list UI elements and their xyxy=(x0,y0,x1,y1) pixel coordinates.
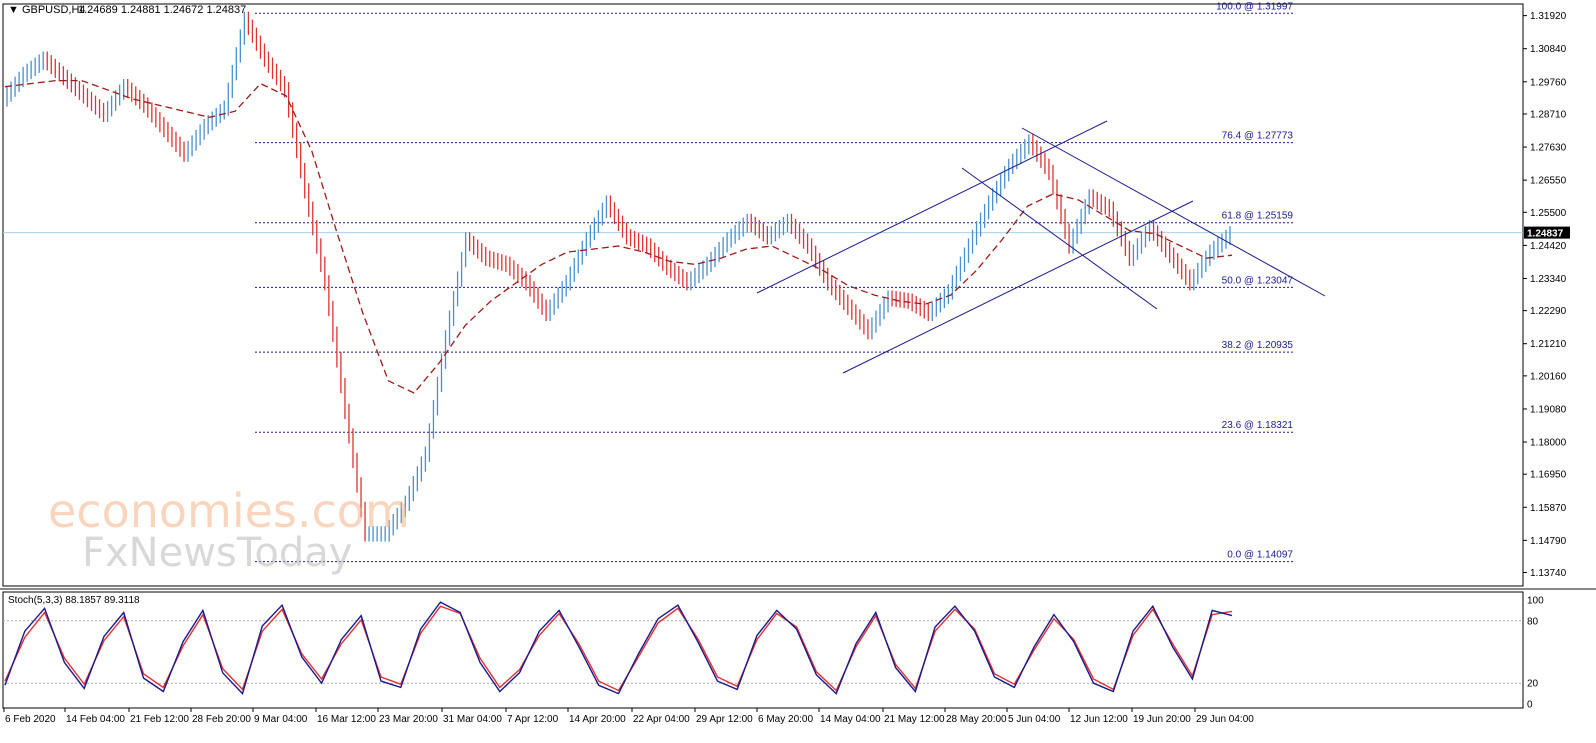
fib-level-label: 100.0 @ 1.31997 xyxy=(1216,1,1293,12)
stoch-level-label: 20 xyxy=(1527,679,1539,690)
time-tick-label: 21 May 12:00 xyxy=(884,714,945,725)
stoch-level-label: 100 xyxy=(1527,596,1544,607)
time-tick-label: 29 Jun 04:00 xyxy=(1196,714,1254,725)
time-tick-label: 19 Jun 20:00 xyxy=(1133,714,1191,725)
price-tick-label: 1.28710 xyxy=(1530,109,1567,120)
trend-channel-line xyxy=(1021,127,1326,297)
price-tick-label: 1.23340 xyxy=(1530,274,1567,285)
time-tick-label: 29 Apr 12:00 xyxy=(696,714,753,725)
price-tick-label: 1.25500 xyxy=(1530,208,1567,219)
trend-channel-line xyxy=(842,200,1194,374)
main-plot-frame xyxy=(2,3,1524,587)
time-tick-label: 23 Mar 20:00 xyxy=(379,714,438,725)
time-tick-label: 6 Feb 2020 xyxy=(5,714,56,725)
trend-channel-line xyxy=(961,167,1158,310)
fib-level-label: 61.8 @ 1.25159 xyxy=(1222,211,1294,222)
time-tick-label: 21 Feb 12:00 xyxy=(130,714,189,725)
price-tick-label: 1.27630 xyxy=(1530,143,1567,154)
fib-level-label: 76.4 @ 1.27773 xyxy=(1222,131,1294,142)
price-tick-label: 1.14790 xyxy=(1530,536,1567,547)
time-tick-label: 28 Feb 20:00 xyxy=(192,714,251,725)
current-price-badge xyxy=(1524,226,1570,239)
fib-level-label: 38.2 @ 1.20935 xyxy=(1222,340,1294,351)
fib-level-label: 0.0 @ 1.14097 xyxy=(1227,550,1293,561)
price-tick-label: 1.19080 xyxy=(1530,404,1567,415)
trend-channel-line xyxy=(756,120,1108,294)
price-tick-label: 1.24420 xyxy=(1530,241,1567,252)
price-tick-label: 1.22290 xyxy=(1530,306,1567,317)
time-tick-label: 22 Apr 04:00 xyxy=(633,714,690,725)
price-tick-label: 1.30840 xyxy=(1530,44,1567,55)
time-tick-label: 14 Feb 04:00 xyxy=(66,714,125,725)
price-tick-label: 1.13740 xyxy=(1530,568,1567,579)
time-tick-label: 14 May 04:00 xyxy=(820,714,881,725)
price-tick-label: 1.26550 xyxy=(1530,176,1567,187)
time-tick-label: 5 Jun 04:00 xyxy=(1008,714,1061,725)
moving-average-line xyxy=(4,79,1233,394)
stoch-level-label: 80 xyxy=(1527,616,1539,627)
time-tick-label: 9 Mar 04:00 xyxy=(254,714,308,725)
time-tick-label: 16 Mar 12:00 xyxy=(317,714,376,725)
time-tick-label: 12 Jun 12:00 xyxy=(1070,714,1128,725)
stoch-level-label: 0 xyxy=(1527,700,1533,711)
watermark-fxnewstoday: FxNewsToday xyxy=(82,530,352,576)
fib-level-label: 23.6 @ 1.18321 xyxy=(1222,420,1294,431)
time-tick-label: 14 Apr 20:00 xyxy=(569,714,626,725)
ohlc-readout: 1.24689 1.24881 1.24672 1.24837 xyxy=(78,4,246,16)
stoch-label: Stoch(5,3,3) 88.1857 89.3118 xyxy=(8,595,140,606)
symbol-timeframe-label: ▼ GBPUSD,H4 xyxy=(8,4,86,16)
price-tick-label: 1.31920 xyxy=(1530,11,1567,22)
time-tick-label: 31 Mar 04:00 xyxy=(443,714,502,725)
time-tick-label: 6 May 20:00 xyxy=(758,714,813,725)
price-tick-label: 1.21210 xyxy=(1530,339,1567,350)
price-tick-label: 1.18000 xyxy=(1530,438,1567,449)
price-tick-label: 1.20160 xyxy=(1530,371,1567,382)
time-tick-label: 28 May 20:00 xyxy=(946,714,1007,725)
watermark-economies: economies.com xyxy=(48,484,410,538)
stoch-k-line xyxy=(4,601,1233,695)
fib-level-label: 50.0 @ 1.23047 xyxy=(1222,275,1294,286)
stoch-plot-frame xyxy=(2,591,1524,709)
price-tick-label: 1.15870 xyxy=(1530,503,1567,514)
price-tick-label: 1.16950 xyxy=(1530,470,1567,481)
price-tick-label: 1.29760 xyxy=(1530,77,1567,88)
time-tick-label: 7 Apr 12:00 xyxy=(507,714,559,725)
current-price-label: 1.24837 xyxy=(1527,229,1564,240)
